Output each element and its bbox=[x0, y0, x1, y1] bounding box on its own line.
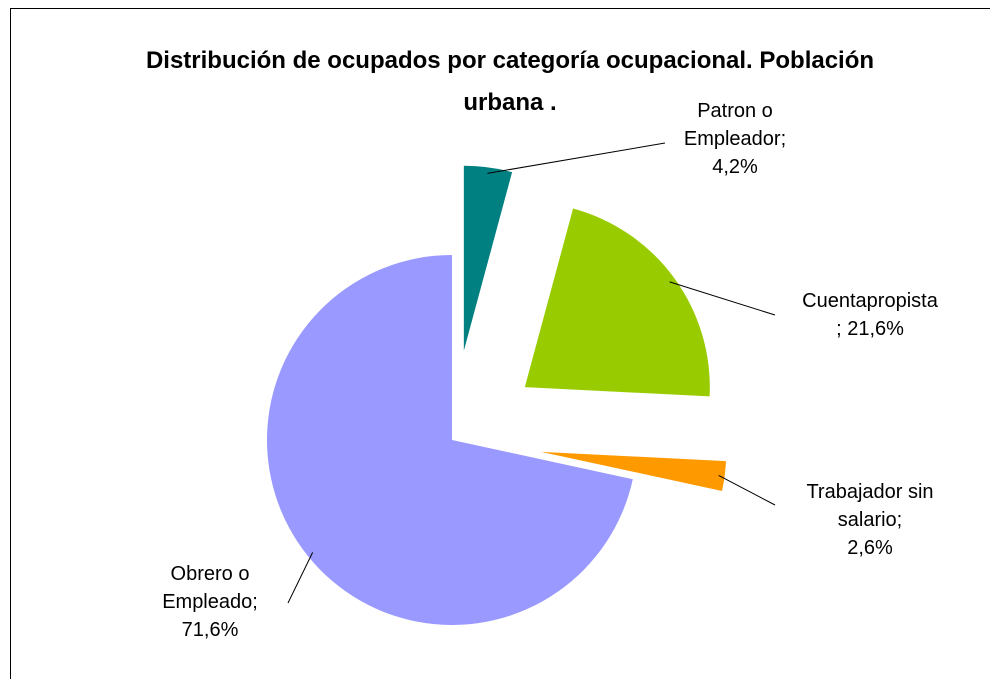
pie-slice bbox=[541, 451, 726, 492]
label-category: Patron o Empleador; bbox=[683, 100, 787, 150]
label-category: Cuentapropista bbox=[802, 290, 938, 312]
leader-line bbox=[287, 552, 314, 604]
data-label: Patron o Empleador; 4,2% bbox=[670, 97, 800, 181]
leader-line bbox=[718, 474, 776, 506]
chart-title: Distribución de ocupados por categoría o… bbox=[145, 47, 875, 116]
pie-slice bbox=[524, 208, 710, 397]
pie-slice bbox=[267, 255, 633, 625]
chart-border bbox=[10, 8, 990, 679]
label-value: ; 21,6% bbox=[836, 318, 904, 340]
leader-line bbox=[669, 281, 776, 316]
label-category: Obrero o Empleado; bbox=[162, 563, 258, 613]
label-value: 2,6% bbox=[847, 537, 893, 559]
data-label: Obrero o Empleado; 71,6% bbox=[140, 560, 280, 644]
pie-slice bbox=[463, 165, 513, 351]
label-value: 71,6% bbox=[181, 619, 239, 641]
label-value: 4,2% bbox=[712, 156, 758, 178]
leader-line bbox=[487, 142, 666, 174]
data-label: Trabajador sin salario; 2,6% bbox=[785, 478, 955, 562]
data-label: Cuentapropista ; 21,6% bbox=[770, 287, 970, 343]
label-category: Trabajador sin salario; bbox=[806, 481, 934, 531]
